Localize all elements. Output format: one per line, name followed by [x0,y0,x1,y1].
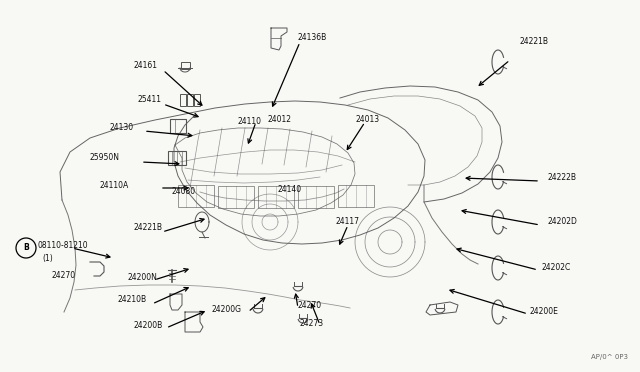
Text: 24202C: 24202C [542,263,572,273]
Text: 24270: 24270 [52,272,76,280]
Text: AP/0^ 0P3: AP/0^ 0P3 [591,354,628,360]
Bar [178,185,214,207]
Text: 24012: 24012 [267,115,291,124]
Bar [298,186,334,208]
Text: 08110-81210: 08110-81210 [38,241,88,250]
Text: 24161: 24161 [133,61,157,70]
Text: 24200E: 24200E [530,307,559,315]
Bar [180,94,186,106]
Text: 24221B: 24221B [133,224,162,232]
Text: 24117: 24117 [335,218,359,227]
Text: 24273: 24273 [300,318,324,327]
Bar [338,185,374,207]
Text: 25411: 25411 [137,96,161,105]
Bar [168,151,186,165]
Text: 24110A: 24110A [100,180,129,189]
Text: 24200G: 24200G [212,305,242,314]
Text: 24013: 24013 [356,115,380,124]
Text: 24210B: 24210B [118,295,147,305]
Text: 24110: 24110 [237,118,261,126]
Text: 24222B: 24222B [548,173,577,183]
Text: 24202D: 24202D [548,218,578,227]
Text: 24200B: 24200B [133,321,163,330]
Bar [218,186,254,208]
Text: 24221B: 24221B [520,38,549,46]
Text: 24136B: 24136B [298,33,327,42]
Bar [181,62,190,69]
Text: 24270: 24270 [298,301,322,311]
Bar [187,94,193,106]
Text: 24080: 24080 [172,187,196,196]
Text: 25950N: 25950N [90,154,120,163]
Text: (1): (1) [42,253,52,263]
Text: 24140: 24140 [278,186,302,195]
Text: 24200N: 24200N [127,273,157,282]
Text: B: B [23,244,29,253]
Bar [194,94,200,106]
Text: 24130: 24130 [110,122,134,131]
Bar [170,119,186,133]
Bar [258,186,294,208]
